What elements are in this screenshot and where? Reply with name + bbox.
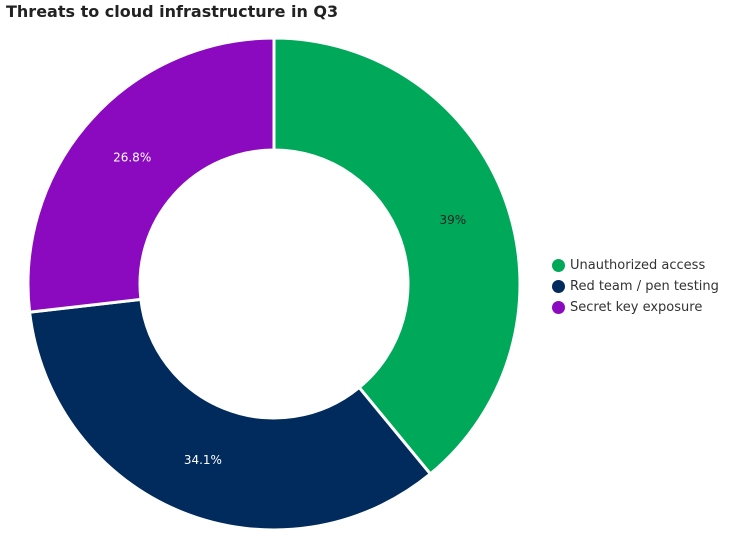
legend-label: Secret key exposure: [570, 300, 703, 315]
legend-item[interactable]: Red team / pen testing: [552, 276, 719, 297]
legend: Unauthorized access Red team / pen testi…: [552, 255, 719, 318]
legend-label: Unauthorized access: [570, 258, 706, 273]
slice-label: 39%: [440, 213, 467, 227]
legend-label: Red team / pen testing: [570, 279, 719, 294]
legend-item[interactable]: Unauthorized access: [552, 255, 719, 276]
donut-slice[interactable]: [27, 297, 433, 532]
donut-slice[interactable]: [272, 36, 522, 477]
legend-item[interactable]: Secret key exposure: [552, 297, 719, 318]
donut-slice[interactable]: [26, 36, 276, 314]
slice-label: 34.1%: [184, 453, 222, 467]
slice-label: 26.8%: [113, 151, 151, 165]
chart-title: Threats to cloud infrastructure in Q3: [6, 2, 339, 21]
legend-swatch: [552, 301, 565, 314]
legend-swatch: [552, 280, 565, 293]
legend-swatch: [552, 259, 565, 272]
